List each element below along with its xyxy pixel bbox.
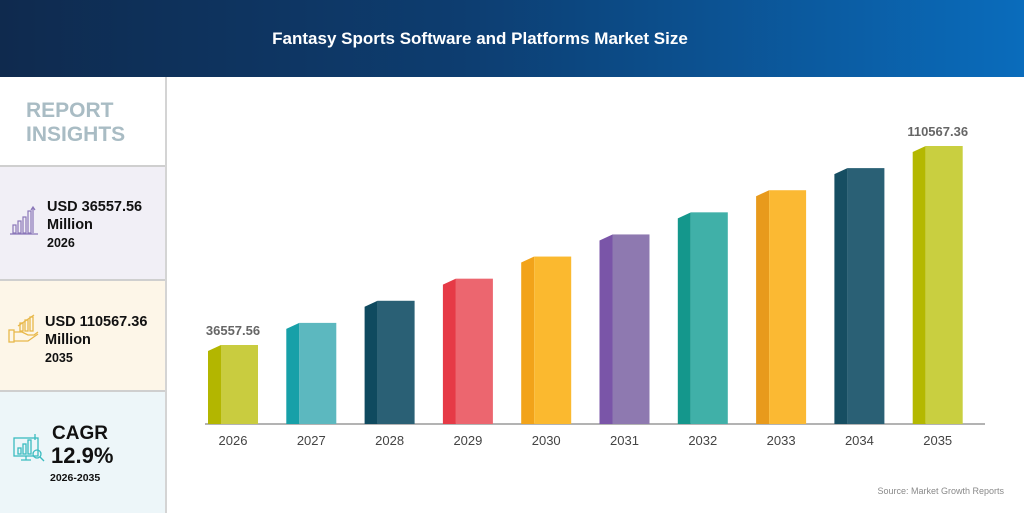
- x-tick-label: 2029: [453, 433, 482, 448]
- bar-side-2031: [599, 234, 613, 424]
- bar-2034: [847, 168, 885, 424]
- bar-side-2027: [286, 322, 300, 424]
- data-label: 110567.36: [907, 124, 968, 139]
- x-tick-label: 2032: [688, 433, 717, 448]
- bar-side-2035: [912, 146, 926, 424]
- bar-2035: [925, 146, 963, 424]
- card1-value: USD 36557.56: [47, 199, 143, 215]
- card-2026-value: USD 36557.56 Million 2026: [0, 167, 165, 281]
- card1-year: 2026: [47, 236, 75, 250]
- bar-2030: [534, 256, 572, 424]
- bar-side-2032: [677, 212, 691, 424]
- card-2035-value: USD 110567.36 Million 2035: [0, 281, 165, 392]
- cagr-period: 2026-2035: [50, 472, 101, 484]
- monitor-analytics-icon: [13, 434, 45, 462]
- card-cagr: CAGR 12.9% 2026-2035: [0, 392, 165, 513]
- heading-line1: REPORT: [26, 99, 114, 122]
- x-tick-label: 2031: [610, 433, 639, 448]
- bar-2032: [690, 212, 728, 424]
- bar-2027: [299, 322, 337, 424]
- bar-side-2033: [756, 190, 770, 424]
- report-insights-panel: REPORT INSIGHTS USD 36557.56 Million 202…: [0, 77, 167, 513]
- header-banner: Fantasy Sports Software and Platforms Ma…: [0, 0, 1024, 77]
- cagr-value: 12.9%: [51, 443, 114, 468]
- bar-side-2030: [521, 256, 535, 424]
- insights-heading-section: REPORT INSIGHTS: [0, 77, 165, 167]
- cagr-label: CAGR: [52, 423, 108, 444]
- x-tick-label: 2028: [375, 433, 404, 448]
- bar-side-2029: [442, 278, 456, 424]
- x-tick-label: 2034: [845, 433, 874, 448]
- x-tick-label: 2035: [923, 433, 952, 448]
- x-tick-label: 2030: [532, 433, 561, 448]
- bar-side-2028: [364, 300, 378, 424]
- bar-2031: [612, 234, 650, 424]
- insights-heading: REPORT INSIGHTS: [26, 99, 125, 147]
- data-label: 36557.56: [206, 323, 260, 338]
- source-note: Source: Market Growth Reports: [877, 486, 1004, 496]
- bar-chart-arrow-icon: [10, 205, 38, 235]
- bar-side-2026: [208, 345, 221, 424]
- card1-unit: Million: [47, 217, 93, 233]
- card2-value: USD 110567.36: [45, 314, 148, 330]
- x-tick-label: 2026: [219, 433, 248, 448]
- bar-chart: 2026 36557.56 2027 2028 2029 2030 2031 2032 2033…: [205, 124, 985, 448]
- bar-2026: [221, 345, 258, 424]
- x-tick-label: 2033: [767, 433, 796, 448]
- bar-2029: [455, 278, 493, 424]
- bar-side-2034: [834, 168, 848, 424]
- bar-2028: [377, 300, 415, 424]
- x-tick-label: 2027: [297, 433, 326, 448]
- bar-2033: [769, 190, 807, 424]
- card2-year: 2035: [45, 351, 73, 365]
- hand-chart-icon: [8, 314, 39, 343]
- chart-title: Fantasy Sports Software and Platforms Ma…: [272, 29, 688, 48]
- card2-unit: Million: [45, 332, 91, 348]
- heading-line2: INSIGHTS: [26, 123, 126, 146]
